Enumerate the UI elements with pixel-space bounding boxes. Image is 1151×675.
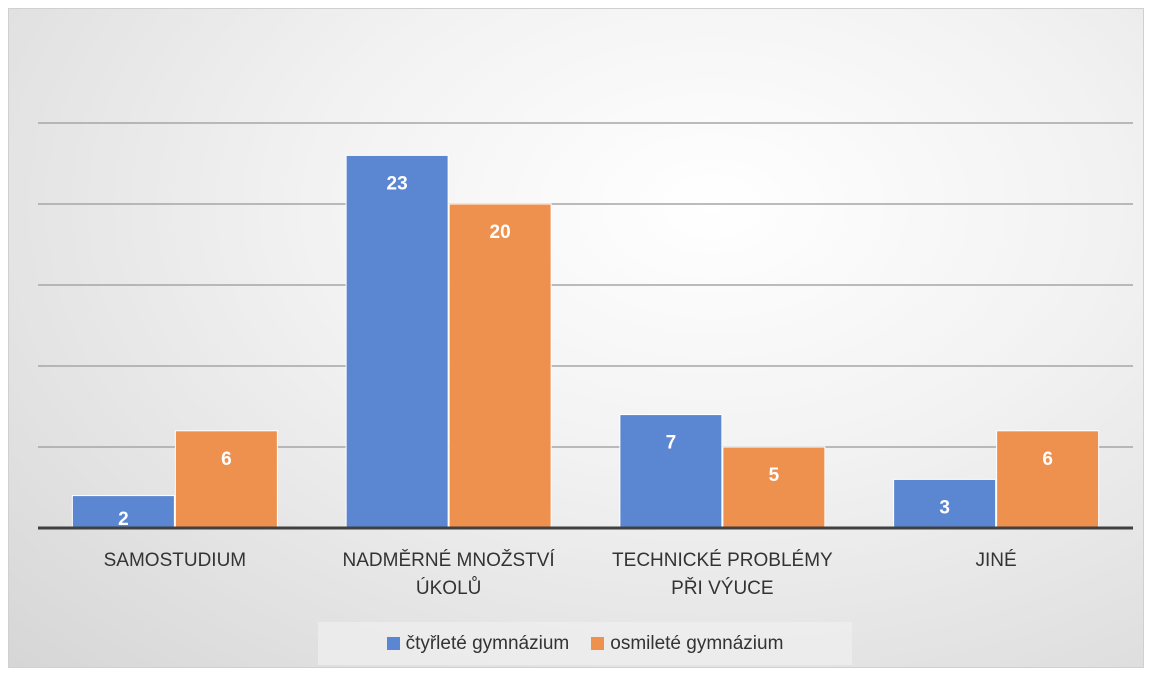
bar	[345, 154, 449, 529]
data-label: 20	[490, 222, 511, 243]
data-label: 7	[666, 433, 677, 454]
x-tick-label: NADMĚRNÉ MNOŽSTVÍ ÚKOLŮ	[342, 550, 555, 599]
bar	[174, 430, 278, 529]
legend-label: čtyřleté gymnázium	[405, 632, 570, 654]
data-label: 6	[1042, 449, 1053, 470]
x-tick-label: SAMOSTUDIUM	[103, 550, 247, 571]
bar	[619, 414, 723, 529]
legend-item: čtyřleté gymnázium	[386, 632, 570, 655]
bar	[996, 430, 1100, 529]
x-tick-label: TECHNICKÉ PROBLÉMY PŘI VÝUCE	[612, 550, 833, 599]
bar	[448, 203, 552, 529]
legend-label: osmileté gymnázium	[610, 632, 784, 654]
bar	[893, 478, 997, 529]
data-label: 2	[118, 509, 129, 530]
chart-frame	[8, 8, 1144, 668]
legend-item: osmileté gymnázium	[591, 633, 783, 655]
data-label: 23	[387, 173, 408, 194]
bar	[722, 446, 826, 529]
legend-swatch	[591, 637, 605, 650]
bar	[71, 495, 175, 529]
data-label: 3	[939, 497, 950, 518]
legend: čtyřleté gymnázium osmileté gymnázium	[318, 622, 852, 665]
data-label: 6	[221, 449, 232, 470]
data-label: 5	[769, 465, 780, 486]
legend-swatch	[386, 637, 400, 650]
x-tick-label: JINÉ	[975, 550, 1017, 571]
